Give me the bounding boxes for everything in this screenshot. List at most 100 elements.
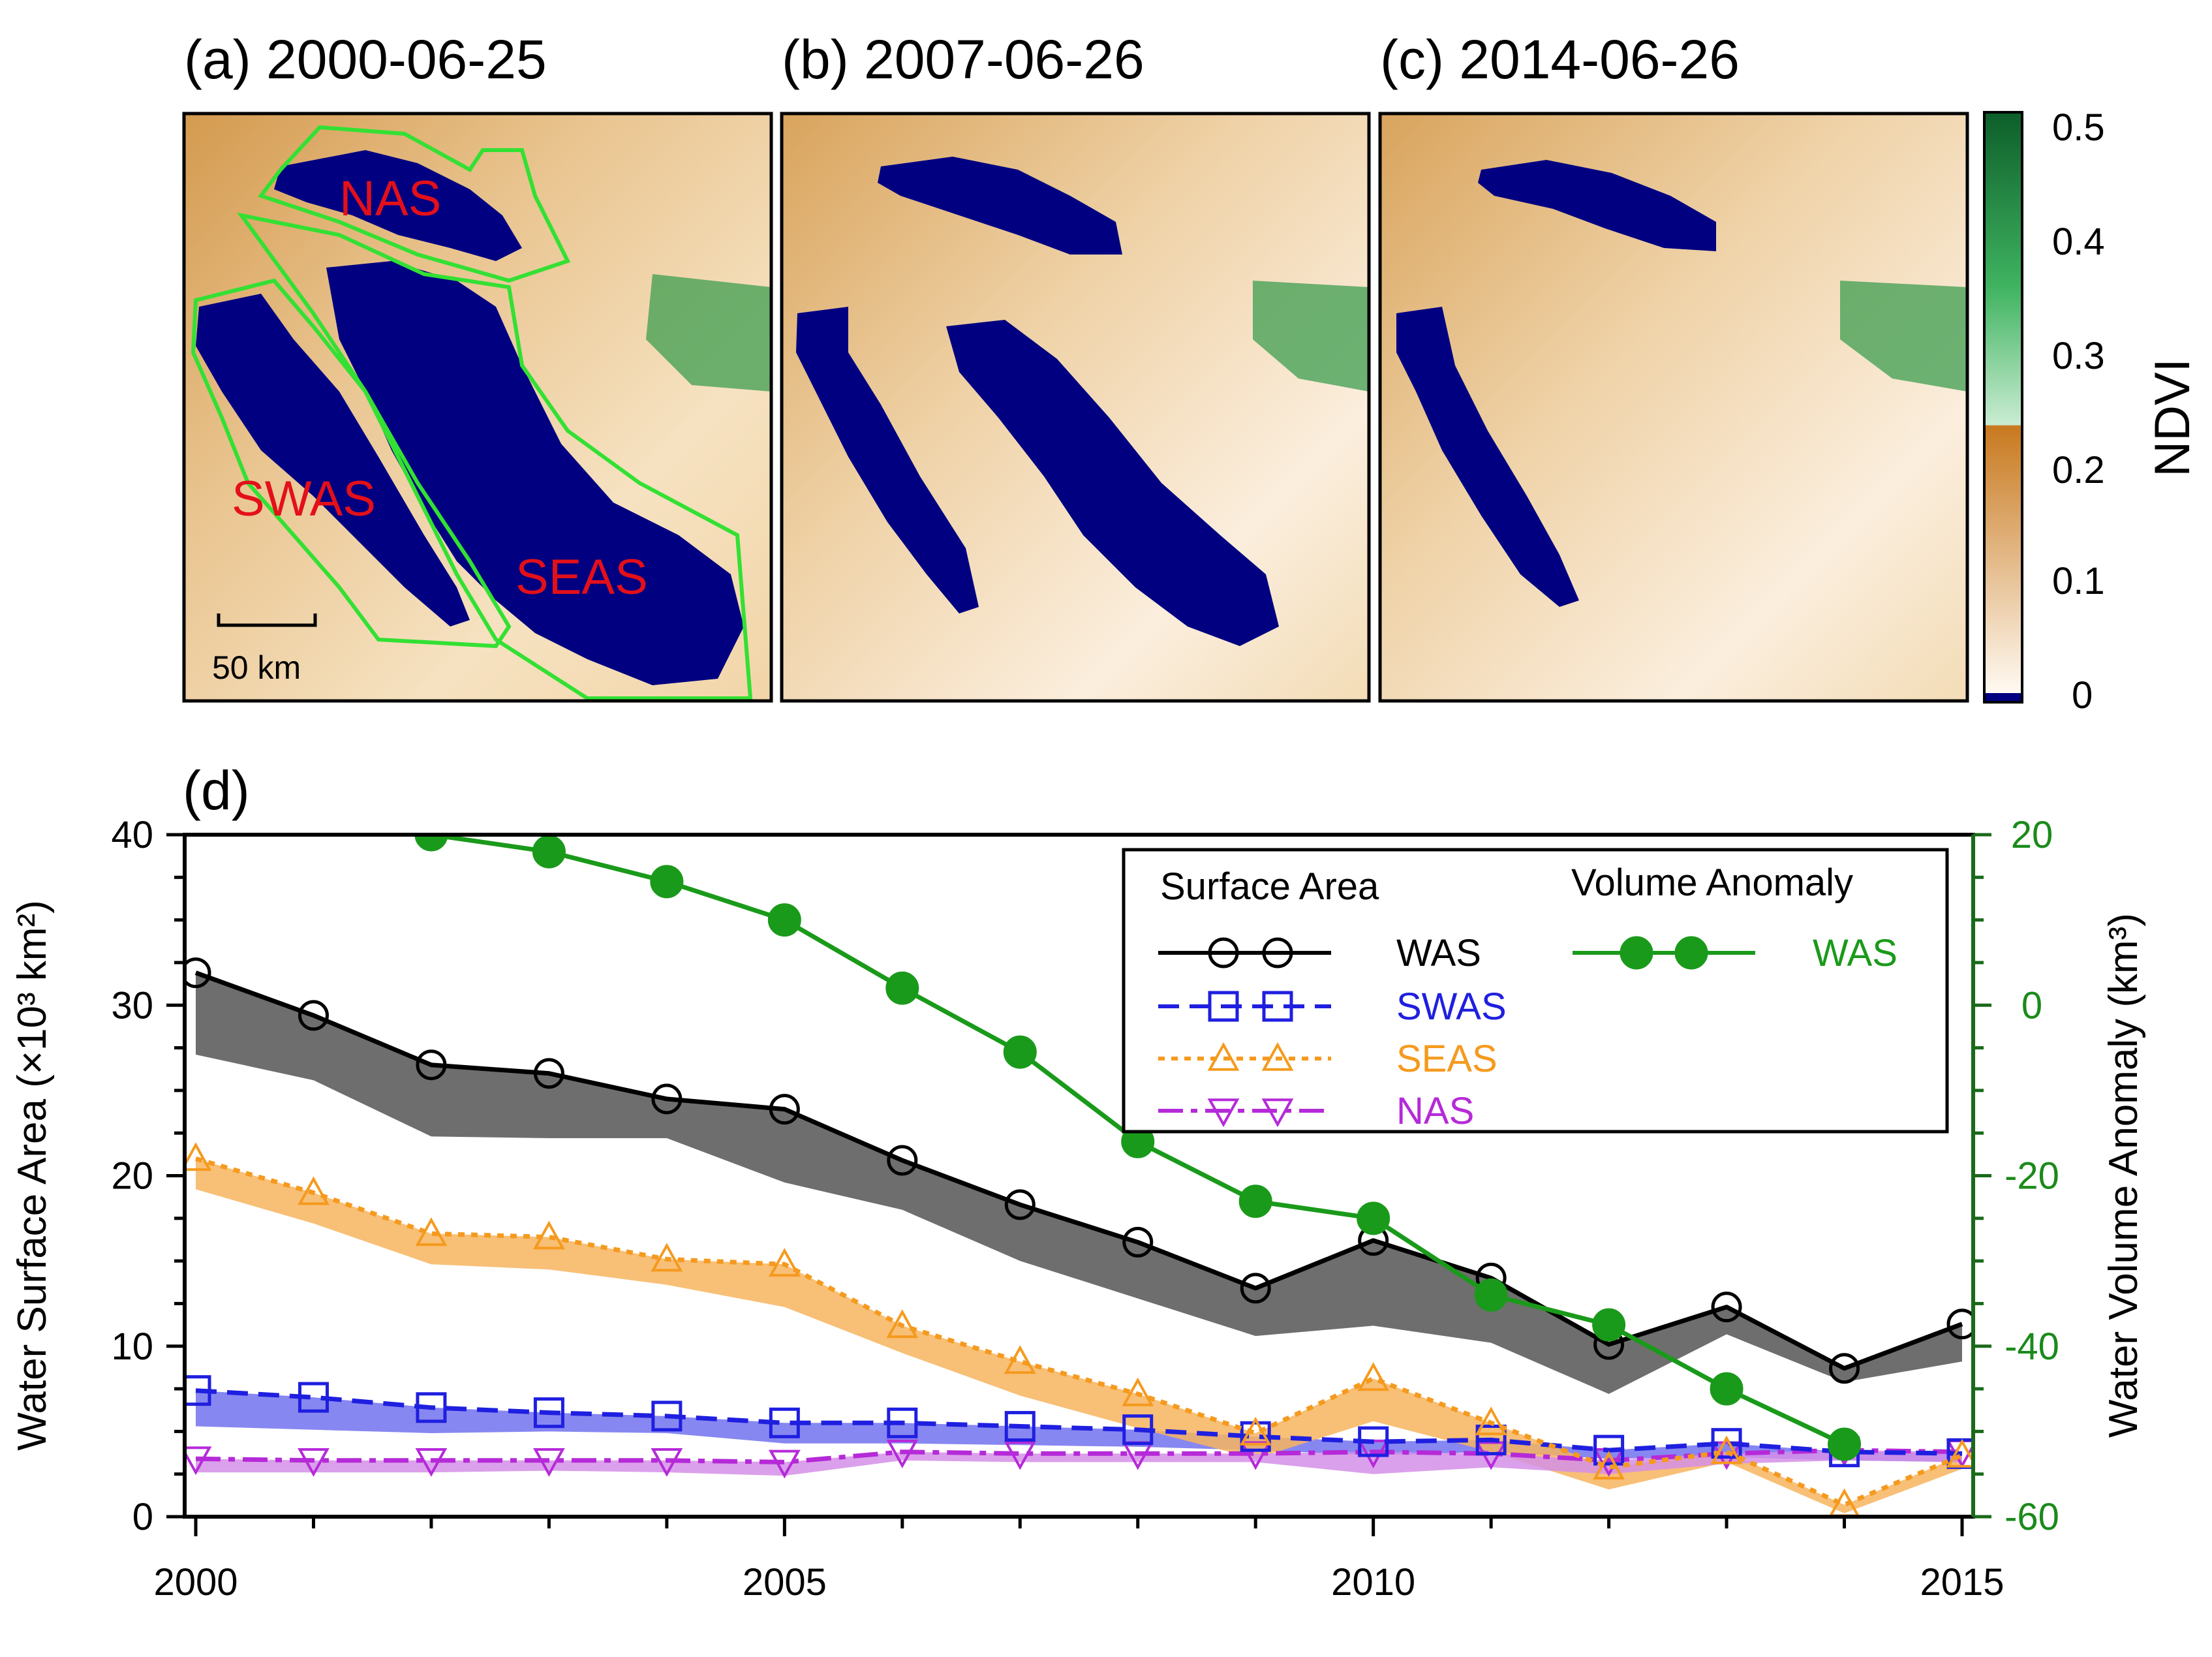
data-point-area-was <box>887 1145 918 1176</box>
data-point-area-swas <box>533 1397 564 1429</box>
y-tick-label: 40 <box>111 814 153 856</box>
right-y-tick-label: -20 <box>2005 1155 2059 1198</box>
nas-lake <box>1478 160 1716 251</box>
region-label-swas: SWAS <box>232 471 376 527</box>
data-point-area-swas <box>1711 1428 1742 1459</box>
right-y-axis-label: Water Volume Anomaly (km³) <box>2101 913 2146 1438</box>
panel-c-map <box>1380 114 1967 701</box>
data-point-area-nas <box>651 1448 683 1477</box>
data-point-area-nas <box>185 1446 212 1476</box>
data-point-volume-was <box>1357 1201 1390 1235</box>
data-point-area-seas <box>1593 1451 1625 1480</box>
data-point-area-was <box>1004 1189 1036 1220</box>
legend-marker-seas <box>1261 1042 1294 1071</box>
data-point-area-swas <box>769 1407 800 1438</box>
panel-a-title: (a) 2000-06-25 <box>184 29 547 90</box>
series-line-area-nas <box>195 1448 1963 1464</box>
data-point-area-was <box>769 1094 800 1125</box>
data-point-area-swas <box>1358 1426 1389 1457</box>
panel-c-title: (c) 2014-06-26 <box>1380 29 1740 90</box>
colorbar-frame <box>1983 111 2023 704</box>
swas-lake <box>196 294 470 627</box>
data-point-area-seas <box>1710 1435 1743 1464</box>
x-tick-label: 2000 <box>153 1561 238 1603</box>
colorbar-tick: 0 <box>2072 674 2093 717</box>
scale-bar-label: 50 km <box>212 649 301 686</box>
panel-b-map <box>782 114 1369 701</box>
panel-a-map: NAS SWAS SEAS 50 km <box>184 114 771 701</box>
data-point-area-seas <box>415 1217 448 1247</box>
seas-lake <box>946 320 1279 646</box>
data-point-area-was <box>533 1058 564 1089</box>
x-tick-label: 2010 <box>1331 1561 1415 1603</box>
data-point-area-seas <box>1946 1438 1973 1468</box>
y-tick-label: 20 <box>111 1155 153 1198</box>
region-label-seas: SEAS <box>515 550 648 605</box>
legend-marker-volume <box>1674 936 1708 970</box>
legend-label-volume-was: WAS <box>1813 932 1897 974</box>
legend-marker-seas <box>1207 1042 1240 1071</box>
legend-title-surface: Surface Area <box>1160 865 1379 908</box>
data-point-area-seas <box>533 1220 565 1250</box>
panel-a-frame <box>182 112 773 703</box>
data-point-area-swas <box>416 1392 447 1423</box>
data-point-volume-was <box>1828 1427 1862 1461</box>
legend-label-swas: SWAS <box>1396 985 1507 1028</box>
data-point-area-swas <box>1004 1411 1036 1442</box>
legend-marker-nas <box>1207 1098 1240 1128</box>
right-y-tick-label: 20 <box>2011 814 2053 856</box>
data-point-area-nas <box>1004 1441 1036 1470</box>
colorbar-label: NDVI <box>2145 358 2200 477</box>
series-line-area-was <box>194 970 1963 1371</box>
legend-title-volume: Volume Anomaly <box>1571 861 1853 904</box>
data-point-area-was <box>298 1000 329 1031</box>
region-outline-swas <box>191 278 512 649</box>
y-tick-label: 10 <box>111 1325 153 1368</box>
vegetation-patch <box>1253 281 1369 392</box>
data-point-area-seas <box>651 1243 683 1272</box>
colorbar-tick: 0.3 <box>2052 335 2105 377</box>
region-label-nas: NAS <box>339 171 441 226</box>
plot-area <box>185 835 1973 1517</box>
right-y-tick-label: 0 <box>2021 984 2042 1027</box>
x-tick-label: 2015 <box>1920 1561 2004 1603</box>
data-point-volume-was <box>1710 1372 1743 1406</box>
y-axis-label: Water Surface Area (×10³ km²) <box>10 900 55 1451</box>
data-point-volume-was <box>414 835 448 852</box>
data-point-area-nas <box>886 1439 919 1468</box>
data-point-area-seas <box>886 1309 919 1339</box>
data-point-area-was <box>1122 1226 1154 1258</box>
colorbar-tick: 0.4 <box>2052 221 2105 263</box>
data-point-area-nas <box>415 1448 448 1477</box>
data-point-area-swas <box>298 1382 329 1413</box>
series-line-area-seas <box>195 1156 1963 1508</box>
panel-b-title: (b) 2007-06-26 <box>782 29 1144 90</box>
seas-lake <box>326 261 744 685</box>
colorbar-gradient <box>1984 112 2022 693</box>
data-point-area-seas <box>185 1142 212 1171</box>
colorbar-tick: 0.2 <box>2052 449 2105 491</box>
legend-box <box>1122 848 1949 1134</box>
data-point-area-swas <box>887 1407 918 1438</box>
right-y-tick-label: -40 <box>2005 1325 2059 1368</box>
colorbar-water-swatch <box>1984 693 2022 702</box>
panel-c-frame <box>1378 112 1969 703</box>
data-point-area-seas <box>1239 1416 1272 1446</box>
data-point-area-seas <box>1357 1362 1390 1391</box>
data-point-area-nas <box>1239 1441 1272 1470</box>
region-outline-nas <box>258 125 571 283</box>
data-point-area-swas <box>1240 1421 1271 1452</box>
panel-d-title: (d) <box>183 760 250 821</box>
data-point-area-seas <box>1122 1377 1154 1406</box>
legend-marker-was <box>1208 937 1239 968</box>
legend-marker-swas <box>1208 991 1239 1022</box>
data-point-area-swas <box>651 1401 683 1432</box>
data-point-volume-was <box>767 903 801 937</box>
data-point-volume-was <box>1474 1278 1508 1312</box>
legend: Surface Area Volume Anomaly WAS SWAS SEAS NAS… <box>1122 848 1949 1134</box>
data-point-volume-was <box>885 971 919 1005</box>
legend-marker-nas <box>1261 1098 1294 1128</box>
y-tick-label: 30 <box>111 984 153 1027</box>
data-point-volume-was <box>1592 1308 1626 1342</box>
